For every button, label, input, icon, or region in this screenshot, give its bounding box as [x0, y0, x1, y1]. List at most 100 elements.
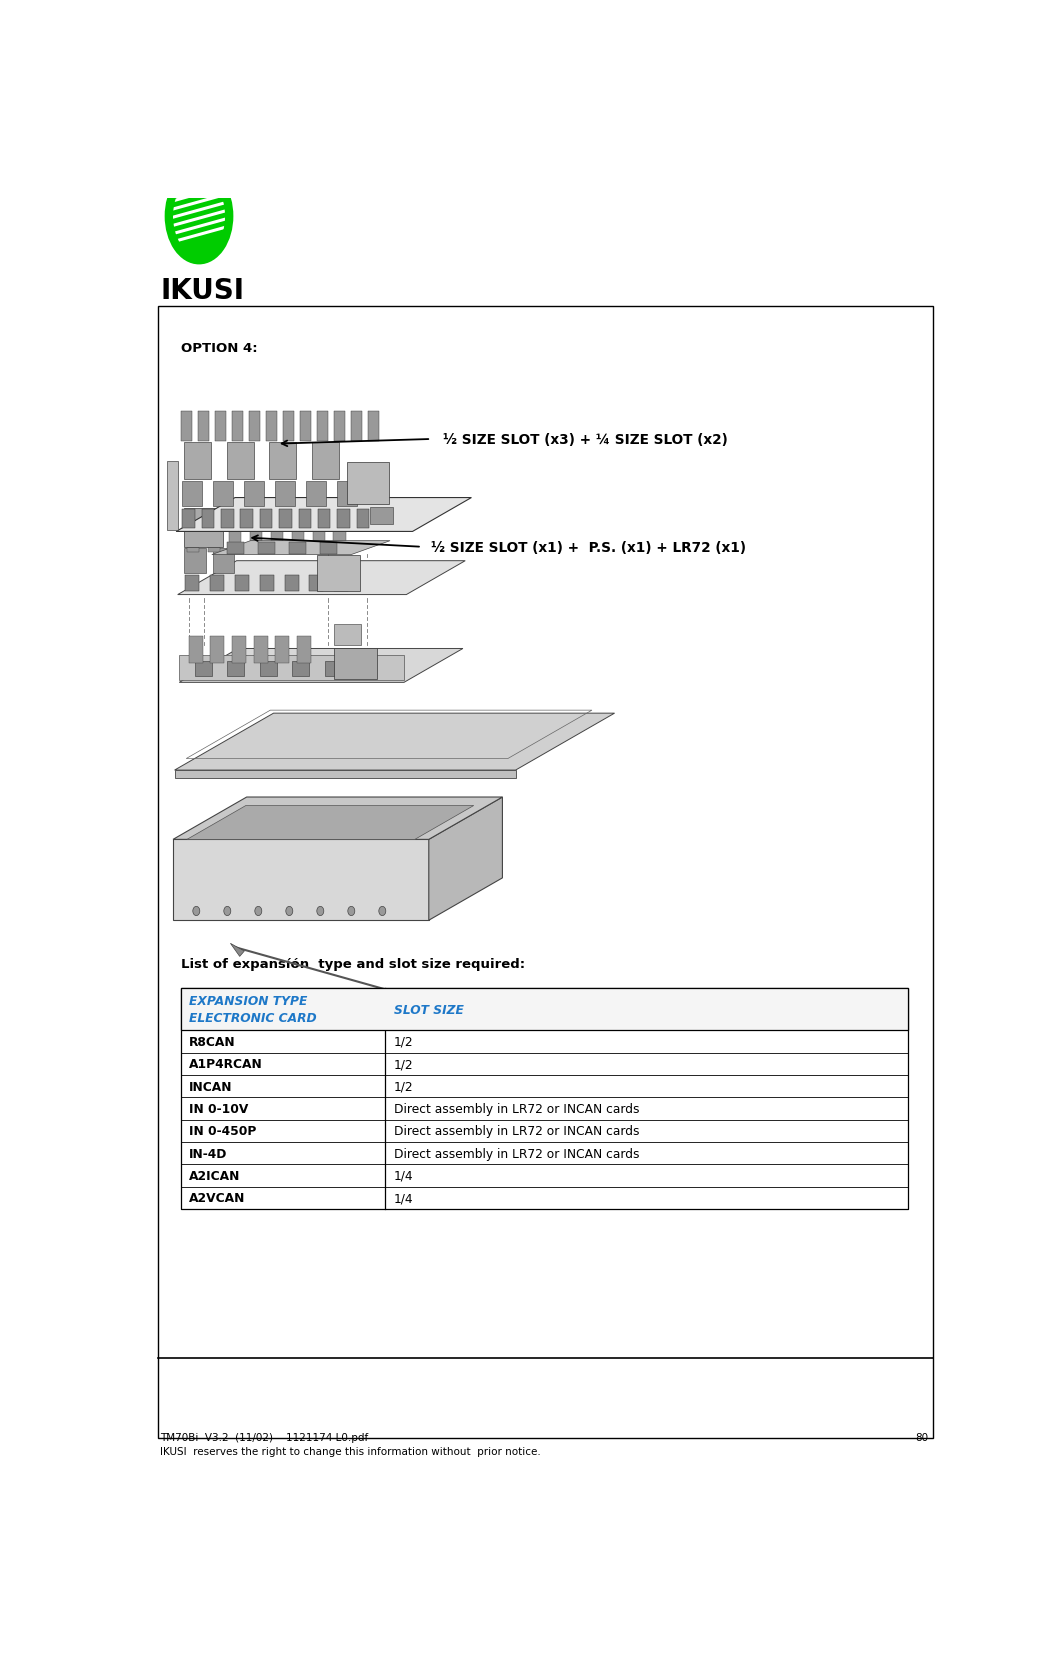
Bar [306, 482, 326, 507]
Bar [250, 530, 262, 553]
Bar [335, 413, 345, 441]
Bar [271, 530, 284, 553]
Ellipse shape [193, 906, 200, 916]
Text: A2VCAN: A2VCAN [189, 1191, 245, 1205]
Text: IN 0-10V: IN 0-10V [189, 1102, 247, 1115]
Text: A2ICAN: A2ICAN [189, 1170, 240, 1181]
Bar [181, 988, 908, 1210]
Text: 1/4: 1/4 [394, 1170, 413, 1181]
Bar [318, 510, 330, 529]
Bar [285, 575, 298, 592]
Bar [279, 510, 292, 529]
Text: List of expansíón  type and slot size required:: List of expansíón type and slot size req… [181, 958, 525, 971]
Bar [215, 413, 226, 441]
Bar [297, 636, 311, 664]
Text: 1/2: 1/2 [394, 1057, 413, 1070]
Text: ½ SIZE SLOT (x1) +  P.S. (x1) + LR72 (x1): ½ SIZE SLOT (x1) + P.S. (x1) + LR72 (x1) [431, 540, 747, 555]
Ellipse shape [348, 906, 355, 916]
Text: 1/4: 1/4 [394, 1191, 413, 1205]
Polygon shape [173, 840, 429, 921]
Text: 1/2: 1/2 [394, 1036, 413, 1049]
Bar [269, 442, 296, 481]
Polygon shape [176, 499, 472, 532]
Bar [321, 543, 338, 555]
Bar [184, 548, 206, 573]
Bar [226, 442, 254, 481]
Bar [228, 530, 241, 553]
Text: EXPANSION TYPE
ELECTRONIC CARD: EXPANSION TYPE ELECTRONIC CARD [189, 994, 316, 1024]
Text: SLOT SIZE: SLOT SIZE [394, 1002, 464, 1016]
Ellipse shape [255, 906, 262, 916]
Bar [202, 510, 215, 529]
Bar [210, 575, 224, 592]
Bar [186, 575, 200, 592]
Polygon shape [211, 542, 390, 555]
Text: IN 0-450P: IN 0-450P [189, 1125, 256, 1138]
Text: R8CAN: R8CAN [189, 1036, 235, 1049]
Bar [284, 413, 294, 441]
Bar [208, 530, 220, 553]
Bar [292, 530, 304, 553]
Text: IN-4D: IN-4D [189, 1147, 227, 1160]
Bar [318, 555, 360, 592]
Bar [189, 636, 203, 664]
Bar [292, 661, 309, 676]
Bar [187, 530, 200, 553]
Bar [227, 543, 244, 555]
Bar [244, 482, 263, 507]
Bar [312, 442, 339, 481]
Polygon shape [174, 714, 615, 771]
Text: ½ SIZE SLOT (x3) + ¼ SIZE SLOT (x2): ½ SIZE SLOT (x3) + ¼ SIZE SLOT (x2) [443, 432, 727, 447]
Bar [194, 661, 211, 676]
Text: Direct assembly in LR72 or INCAN cards: Direct assembly in LR72 or INCAN cards [394, 1125, 639, 1138]
Text: IKUSI  reserves the right to change this information without  prior notice.: IKUSI reserves the right to change this … [160, 1447, 541, 1457]
Polygon shape [174, 771, 515, 779]
Bar [309, 575, 324, 592]
Text: 1/2: 1/2 [394, 1080, 413, 1094]
Bar [235, 575, 249, 592]
Text: A1P4RCAN: A1P4RCAN [189, 1057, 262, 1070]
Bar [346, 462, 390, 505]
Polygon shape [187, 805, 474, 840]
Bar [181, 988, 908, 1031]
Bar [357, 510, 370, 529]
Bar [260, 510, 272, 529]
Bar [370, 507, 393, 524]
Text: IKUSI: IKUSI [160, 277, 244, 305]
Bar [260, 661, 277, 676]
Ellipse shape [286, 906, 293, 916]
Bar [369, 413, 379, 441]
Polygon shape [179, 650, 463, 683]
Bar [249, 413, 260, 441]
Bar [198, 413, 209, 441]
Bar [301, 413, 311, 441]
Polygon shape [173, 797, 502, 840]
Bar [227, 661, 244, 676]
Bar [221, 510, 234, 529]
Text: Direct assembly in LR72 or INCAN cards: Direct assembly in LR72 or INCAN cards [394, 1102, 639, 1115]
Ellipse shape [316, 906, 324, 916]
Bar [335, 625, 361, 646]
Bar [338, 510, 349, 529]
Ellipse shape [379, 906, 386, 916]
Bar [338, 482, 357, 507]
Polygon shape [179, 656, 404, 681]
Bar [289, 543, 306, 555]
Bar [157, 307, 932, 1438]
Text: Direct assembly in LR72 or INCAN cards: Direct assembly in LR72 or INCAN cards [394, 1147, 639, 1160]
Bar [335, 575, 348, 592]
Bar [240, 510, 253, 529]
Ellipse shape [224, 906, 230, 916]
Bar [184, 509, 223, 547]
Bar [184, 442, 211, 481]
Bar [298, 510, 311, 529]
Bar [318, 413, 328, 441]
Bar [260, 575, 274, 592]
Text: 80: 80 [915, 1432, 928, 1442]
Bar [352, 413, 362, 441]
Bar [181, 413, 191, 441]
Bar [183, 482, 202, 507]
Text: INCAN: INCAN [189, 1080, 233, 1094]
Bar [212, 548, 235, 573]
Polygon shape [429, 797, 502, 921]
